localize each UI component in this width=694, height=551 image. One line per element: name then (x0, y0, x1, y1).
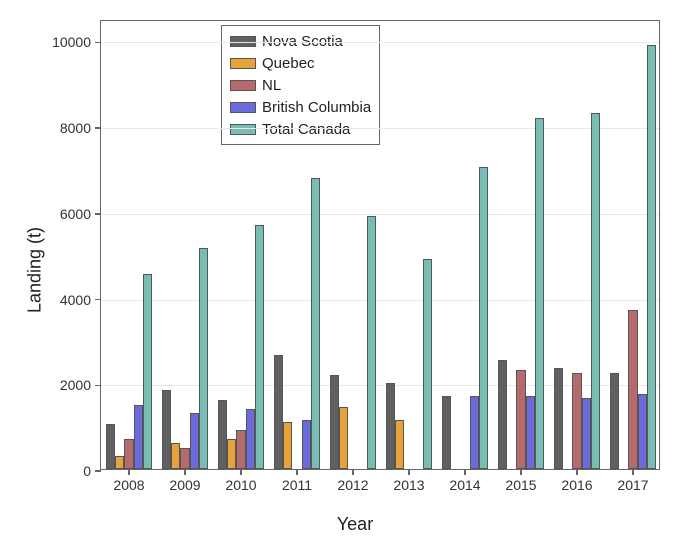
x-tick-label: 2013 (393, 477, 424, 493)
y-tick (95, 299, 101, 301)
y-tick (95, 213, 101, 215)
grid-line (101, 128, 659, 129)
bar (190, 413, 199, 469)
bar (115, 456, 124, 469)
x-tick (128, 469, 130, 475)
bar (180, 448, 189, 469)
x-tick-label: 2017 (617, 477, 648, 493)
y-tick-label: 0 (83, 463, 91, 479)
legend-label: NL (262, 77, 281, 94)
y-tick (95, 127, 101, 129)
x-tick (576, 469, 578, 475)
x-tick-label: 2015 (505, 477, 536, 493)
legend-swatch (230, 102, 256, 113)
x-tick (296, 469, 298, 475)
bar (526, 396, 535, 469)
bar (470, 396, 479, 469)
x-tick-label: 2012 (337, 477, 368, 493)
chart-container: Landing (t) Nova ScotiaQuebecNLBritish C… (30, 10, 680, 530)
legend-item: British Columbia (230, 96, 371, 118)
x-tick (184, 469, 186, 475)
legend-label: Quebec (262, 55, 315, 72)
bar (283, 422, 292, 469)
bar (227, 439, 236, 469)
bar (134, 405, 143, 469)
grid-line (101, 300, 659, 301)
bar (479, 167, 488, 469)
bar (647, 45, 656, 469)
x-tick-label: 2008 (113, 477, 144, 493)
y-tick-label: 10000 (52, 34, 91, 50)
x-tick (464, 469, 466, 475)
legend-item: Nova Scotia (230, 30, 371, 52)
x-axis-title: Year (337, 514, 373, 535)
bar (274, 355, 283, 469)
y-tick (95, 470, 101, 472)
bar (246, 409, 255, 469)
bar (218, 400, 227, 469)
bar (255, 225, 264, 469)
bar (638, 394, 647, 469)
y-tick-label: 8000 (60, 120, 91, 136)
x-tick (408, 469, 410, 475)
x-tick-label: 2010 (225, 477, 256, 493)
bar (572, 373, 581, 469)
bar (582, 398, 591, 469)
x-tick-label: 2016 (561, 477, 592, 493)
x-tick-label: 2011 (282, 477, 312, 493)
bar (106, 424, 115, 469)
x-tick-label: 2009 (169, 477, 200, 493)
bar (199, 248, 208, 469)
legend-swatch (230, 80, 256, 91)
grid-line (101, 214, 659, 215)
y-tick-label: 2000 (60, 377, 91, 393)
bar (442, 396, 451, 469)
y-tick (95, 385, 101, 387)
x-tick (240, 469, 242, 475)
bar (302, 420, 311, 469)
legend-label: British Columbia (262, 99, 371, 116)
bar (124, 439, 133, 469)
bar (423, 259, 432, 469)
bar (535, 118, 544, 469)
legend-item: NL (230, 74, 371, 96)
bar (591, 113, 600, 469)
bar (143, 274, 152, 469)
bar (516, 370, 525, 469)
legend-swatch (230, 36, 256, 47)
bar (171, 443, 180, 469)
bar (311, 178, 320, 469)
bar (628, 310, 637, 469)
bar (236, 430, 245, 469)
legend-swatch (230, 58, 256, 69)
legend-label: Nova Scotia (262, 33, 343, 50)
x-tick (520, 469, 522, 475)
plot-area: Nova ScotiaQuebecNLBritish ColumbiaTotal… (100, 20, 660, 470)
bar (610, 373, 619, 469)
bar (162, 390, 171, 469)
bar (498, 360, 507, 469)
bar (367, 216, 376, 469)
bar (339, 407, 348, 469)
bar (395, 420, 404, 469)
y-tick-label: 6000 (60, 206, 91, 222)
bar (330, 375, 339, 469)
x-tick (632, 469, 634, 475)
legend-item: Quebec (230, 52, 371, 74)
y-tick (95, 42, 101, 44)
bar (554, 368, 563, 469)
y-axis-title: Landing (t) (25, 227, 46, 313)
x-tick (352, 469, 354, 475)
bar (386, 383, 395, 469)
grid-line (101, 42, 659, 43)
y-tick-label: 4000 (60, 292, 91, 308)
x-tick-label: 2014 (449, 477, 480, 493)
